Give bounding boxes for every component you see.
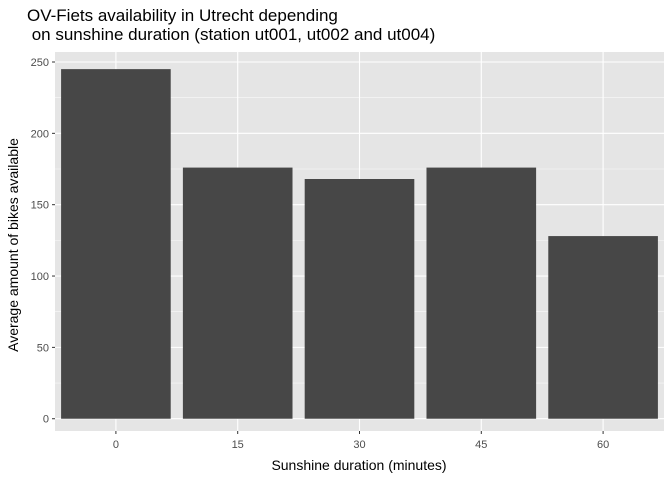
y-axis-ticks: 0 50 100 150 200 250 <box>31 57 55 426</box>
x-tick-label: 60 <box>597 439 609 451</box>
bar-30 <box>304 178 415 419</box>
x-tick-label: 15 <box>232 439 244 451</box>
chart-title-line-2: on sunshine duration (station ut001, ut0… <box>27 25 435 44</box>
y-tick-label: 50 <box>37 342 49 354</box>
x-axis-ticks: 0 15 30 45 60 <box>113 431 609 451</box>
bar-15 <box>182 167 293 419</box>
y-tick-label: 250 <box>31 57 49 69</box>
x-tick-label: 0 <box>113 439 119 451</box>
bar-45 <box>426 167 537 419</box>
y-tick-label: 100 <box>31 271 49 283</box>
x-tick-label: 30 <box>353 439 365 451</box>
chart-title-line-1: OV-Fiets availability in Utrecht dependi… <box>27 6 338 25</box>
bars <box>61 69 658 419</box>
bar-0 <box>61 69 171 419</box>
x-axis-title: Sunshine duration (minutes) <box>271 457 446 473</box>
x-tick-label: 45 <box>475 439 487 451</box>
bar-60 <box>548 236 658 419</box>
y-tick-label: 0 <box>43 414 49 426</box>
y-axis-title: Average amount of bikes available <box>5 138 21 352</box>
y-tick-label: 150 <box>31 200 49 212</box>
y-tick-label: 200 <box>31 128 49 140</box>
